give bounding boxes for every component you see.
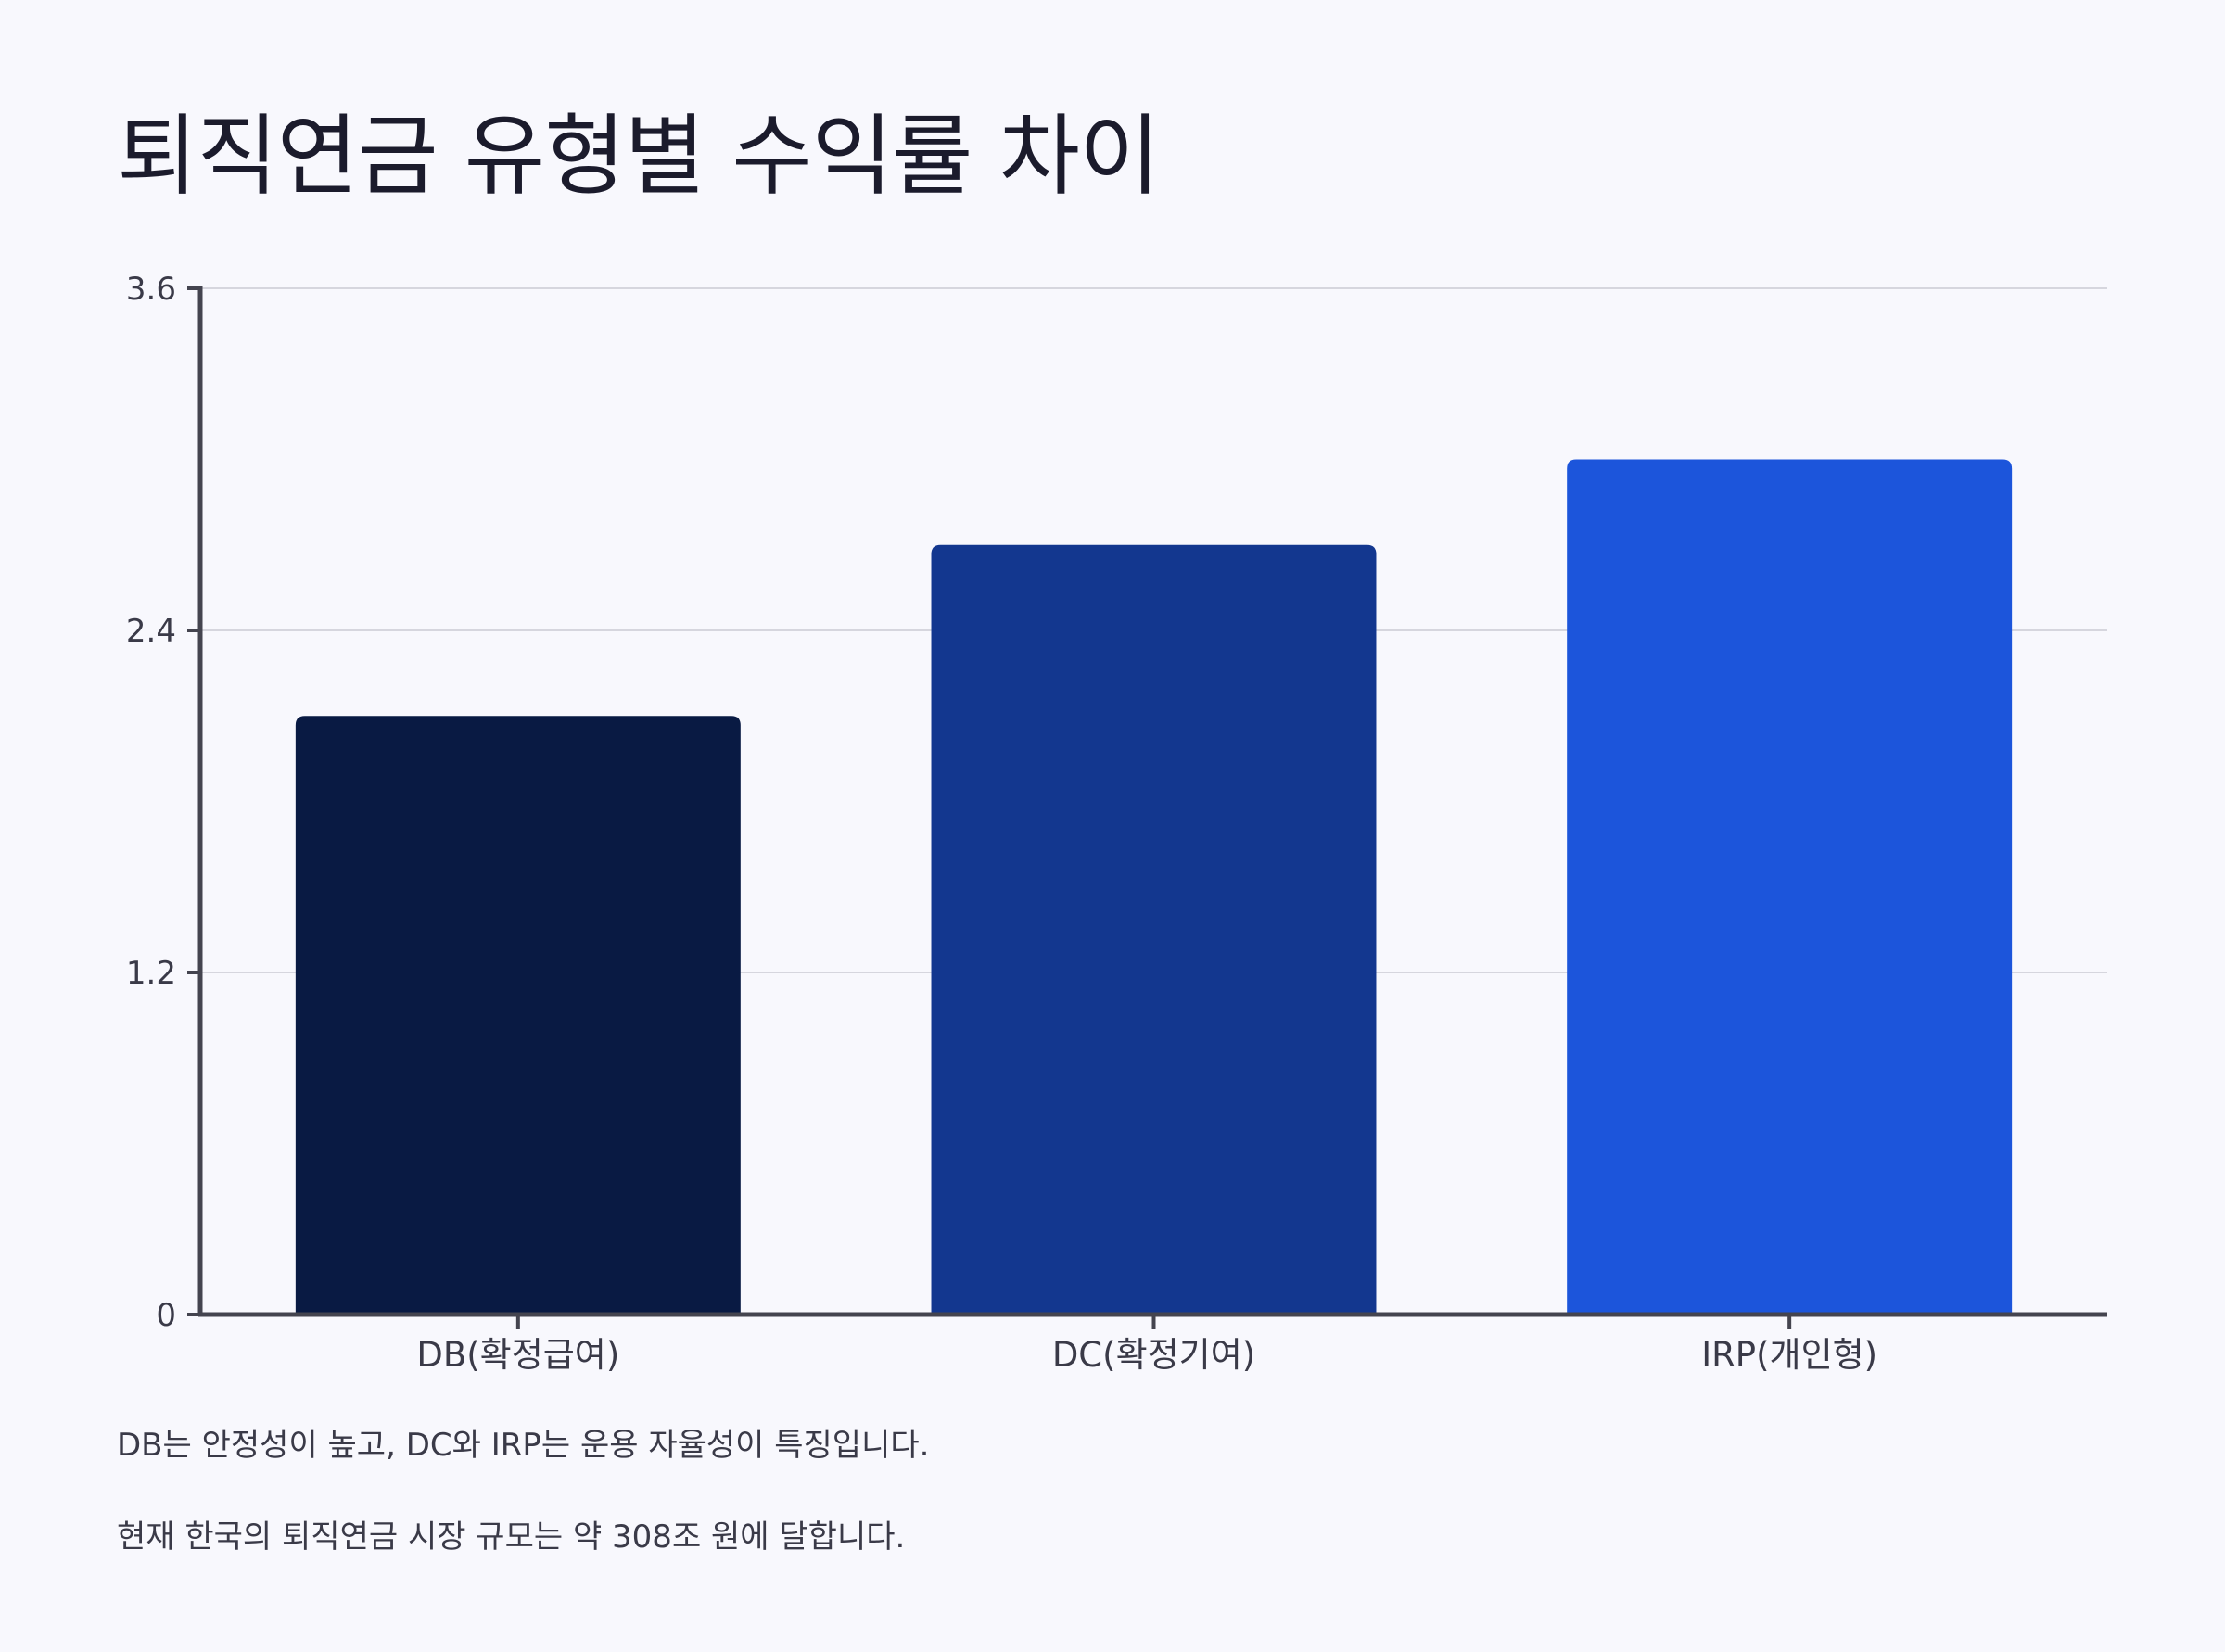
bar-2 [931, 544, 1377, 1315]
footnote-2: 현재 한국의 퇴직연금 시장 규모는 약 308조 원에 달합니다. [117, 1519, 906, 1556]
y-tick-label: 1.2 [126, 955, 176, 992]
x-tick-label: IRP(개인형) [1701, 1335, 1877, 1375]
chart-title: 퇴직연금 유형별 수익률 차이 [117, 106, 1160, 208]
y-tick-label: 3.6 [126, 271, 176, 308]
bar-3 [1567, 459, 2013, 1315]
axis-labels: 0 1.2 2.4 3.6 DB(확정급여) DC(확정기여) IRP(개인형) [126, 271, 1877, 1375]
bars [295, 459, 2013, 1315]
footnote-1: DB는 안정성이 높고, DC와 IRP는 운용 자율성이 특징입니다. [117, 1427, 930, 1464]
y-tick-label: 2.4 [126, 613, 176, 650]
x-tick-label: DB(확정급여) [416, 1335, 619, 1375]
bar-1 [295, 716, 741, 1315]
x-tick-label: DC(확정기여) [1052, 1335, 1255, 1375]
y-tick-label: 0 [156, 1297, 176, 1334]
axes [187, 286, 2107, 1329]
bar-chart: 0 1.2 2.4 3.6 DB(확정급여) DC(확정기여) IRP(개인형) [126, 271, 2107, 1375]
